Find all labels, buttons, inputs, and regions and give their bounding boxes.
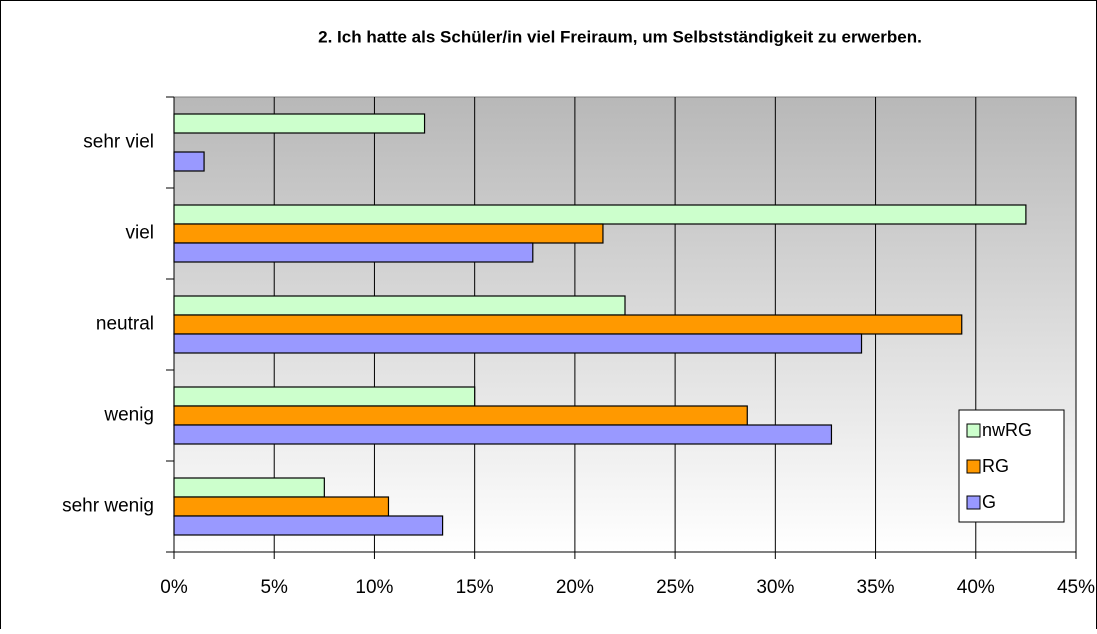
x-tick-label: 40% <box>957 577 995 598</box>
x-tick-label: 45% <box>1057 577 1095 598</box>
y-tick-label: neutral <box>96 314 154 335</box>
legend-label: RG <box>982 456 1009 476</box>
x-tick-label: 20% <box>556 577 594 598</box>
y-tick-label: sehr wenig <box>62 496 154 517</box>
x-tick-label: 30% <box>756 577 794 598</box>
bar <box>173 295 626 316</box>
x-tick-label: 15% <box>456 577 494 598</box>
bar <box>173 242 534 263</box>
bar <box>173 223 604 244</box>
x-tick-label: 25% <box>656 577 694 598</box>
x-tick-label: 35% <box>857 577 895 598</box>
legend-swatch <box>966 495 981 510</box>
bar <box>173 314 963 335</box>
bar <box>173 424 833 445</box>
x-tick-label: 0% <box>160 577 188 598</box>
bar <box>173 515 444 536</box>
bar <box>173 405 748 426</box>
y-tick-label: viel <box>125 223 154 244</box>
legend-swatch <box>966 459 981 474</box>
bar <box>173 333 863 354</box>
legend-swatch <box>966 423 981 438</box>
chart-title: 2. Ich hatte als Schüler/in viel Freirau… <box>318 27 922 46</box>
bar <box>173 151 205 172</box>
bar <box>173 113 426 134</box>
legend-label: nwRG <box>982 420 1032 440</box>
x-tick-label: 5% <box>260 577 288 598</box>
legend-label: G <box>982 492 996 512</box>
bar <box>173 386 476 407</box>
y-tick-label: wenig <box>103 405 154 426</box>
bar <box>173 496 390 517</box>
y-tick-label: sehr viel <box>83 132 154 153</box>
bar <box>173 477 325 498</box>
bar <box>173 204 1027 225</box>
x-tick-label: 10% <box>355 577 393 598</box>
